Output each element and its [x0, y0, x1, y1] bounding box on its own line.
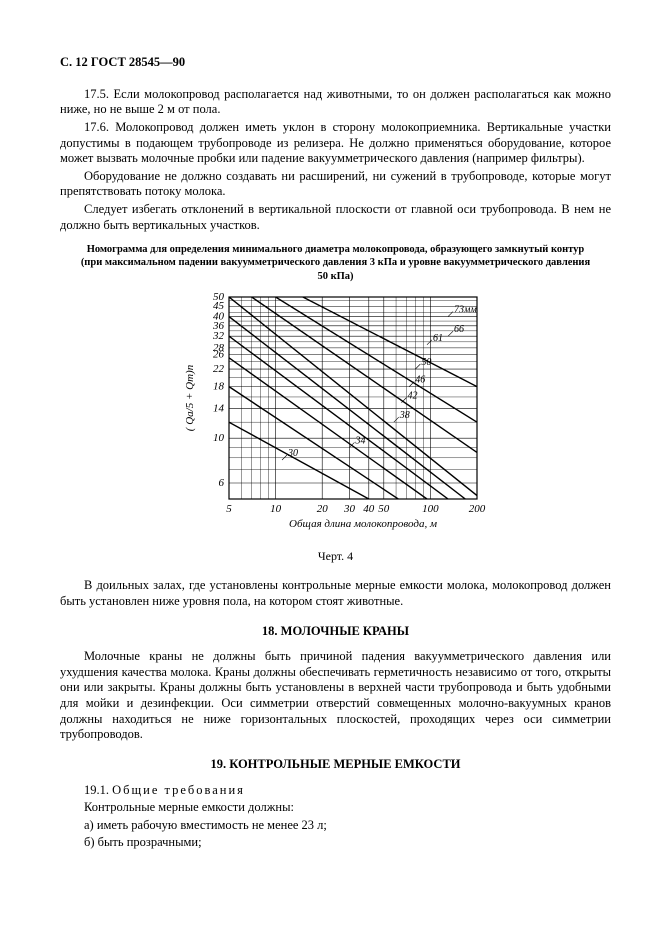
svg-text:40: 40 — [363, 503, 375, 515]
nomogram-chart: 5102030405010020061014182226283236404550… — [60, 289, 611, 544]
svg-text:73мм: 73мм — [454, 304, 477, 315]
svg-text:6: 6 — [218, 477, 224, 489]
page: С. 12 ГОСТ 28545—90 17.5. Если молокопро… — [0, 0, 661, 936]
para-req-a: а) иметь рабочую вместимость не менее 23… — [60, 818, 611, 834]
heading-19: 19. КОНТРОЛЬНЫЕ МЕРНЫЕ ЕМКОСТИ — [60, 757, 611, 773]
nomogram-svg: 5102030405010020061014182226283236404550… — [171, 289, 501, 539]
para-req-b: б) быть прозрачными; — [60, 835, 611, 851]
svg-text:42: 42 — [407, 390, 417, 401]
svg-text:50: 50 — [378, 503, 390, 515]
para-requirements-intro: Контрольные мерные емкости должны: — [60, 800, 611, 816]
page-header: С. 12 ГОСТ 28545—90 — [60, 55, 611, 71]
svg-text:10: 10 — [270, 503, 282, 515]
para-deviations: Следует избегать отклонений в вертикальн… — [60, 202, 611, 233]
chart-caption: Черт. 4 — [60, 549, 611, 564]
svg-text:22: 22 — [213, 363, 225, 375]
svg-text:46: 46 — [415, 374, 425, 385]
svg-text:100: 100 — [422, 503, 439, 515]
para-milk-taps: Молочные краны не должны быть причиной п… — [60, 649, 611, 743]
svg-text:66: 66 — [454, 324, 464, 335]
para-17-6: 17.6. Молокопровод должен иметь уклон в … — [60, 120, 611, 167]
svg-text:5: 5 — [226, 503, 232, 515]
clause-number: 19.1. — [84, 783, 112, 797]
svg-text:20: 20 — [316, 503, 328, 515]
para-19-1: 19.1. Общие требования — [60, 783, 611, 799]
svg-text:18: 18 — [213, 380, 225, 392]
svg-text:Общая длина молокопровода, м: Общая длина молокопровода, м — [289, 518, 437, 530]
svg-text:10: 10 — [213, 432, 225, 444]
heading-18: 18. МОЛОЧНЫЕ КРАНЫ — [60, 624, 611, 640]
svg-text:40: 40 — [213, 310, 225, 322]
svg-text:14: 14 — [213, 402, 225, 414]
svg-text:30: 30 — [342, 503, 355, 515]
svg-text:28: 28 — [213, 341, 225, 353]
svg-text:( Qa/5 + Qm)n: ( Qa/5 + Qm)n — [184, 364, 196, 431]
chart-title: Номограмма для определения минимального … — [80, 243, 591, 282]
para-equipment: Оборудование не должно создавать ни расш… — [60, 169, 611, 200]
svg-text:34: 34 — [354, 435, 365, 446]
svg-text:50: 50 — [213, 291, 225, 303]
svg-text:30: 30 — [287, 448, 298, 459]
svg-text:200: 200 — [468, 503, 485, 515]
svg-text:32: 32 — [212, 330, 225, 342]
svg-text:61: 61 — [432, 332, 442, 343]
para-17-5: 17.5. Если молокопровод располагается на… — [60, 87, 611, 118]
svg-text:38: 38 — [398, 410, 409, 421]
svg-text:50: 50 — [421, 357, 431, 368]
para-below-floor: В доильных залах, где установлены контро… — [60, 578, 611, 609]
clause-title: Общие требования — [112, 783, 245, 797]
